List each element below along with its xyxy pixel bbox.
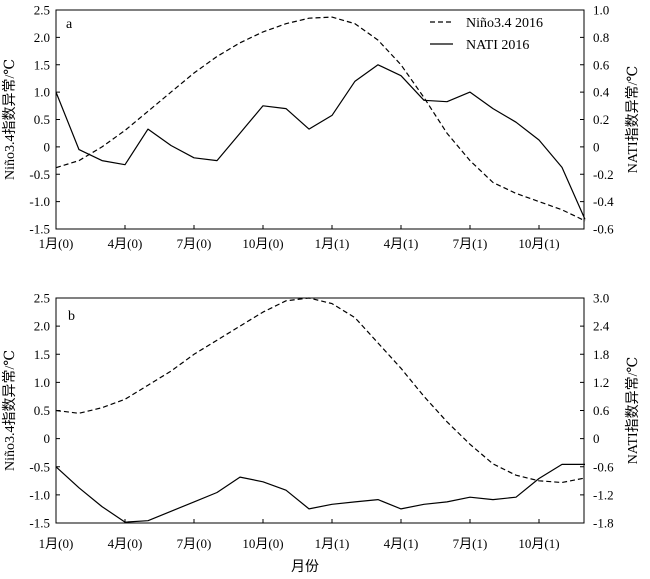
panel-b-left-tick-label: 1.5 xyxy=(34,347,50,362)
panel-a-right-tick-label: 0.2 xyxy=(593,112,609,127)
x-axis-title: 月份 xyxy=(291,559,319,575)
panel-a-x-tick-label: 4月(1) xyxy=(384,236,419,251)
panel-b-right-tick-label: 0.6 xyxy=(593,403,610,418)
panel-b-left-axis-title: Niño3.4指数异常/℃ xyxy=(2,350,18,471)
panel-b-left-tick-label: 0 xyxy=(44,431,51,446)
panel-b-right-tick-label: 3.0 xyxy=(593,291,609,306)
panel-a-right-tick-label: 1.0 xyxy=(593,3,609,18)
panel-a-series-nati-line xyxy=(55,64,586,220)
panel-b-right-tick-label: -1.8 xyxy=(593,516,614,531)
panel-a-right-tick-label: 0 xyxy=(593,139,600,154)
panel-b-series-nino34-line xyxy=(55,297,586,484)
panel-b-x-tick-label: 1月(0) xyxy=(39,536,74,551)
panel-a-x-tick-label: 10月(1) xyxy=(518,236,559,251)
panel-a-x-tick-label: 4月(0) xyxy=(108,236,143,251)
panel-b-x-tick-label: 4月(0) xyxy=(108,536,143,551)
panel-b-x-tick-label: 7月(0) xyxy=(177,536,212,551)
panel-b-left-tick-label: -0.5 xyxy=(29,459,50,474)
panel-a-left-tick-label: 1.5 xyxy=(34,57,50,72)
panel-a-legend: Niño3.4 2016 NATI 2016 xyxy=(430,16,543,53)
panel-b-x-tick-label: 4月(1) xyxy=(384,536,419,551)
panel-a-left-axis-title: Niño3.4指数异常/℃ xyxy=(2,59,18,180)
panel-a-x-tick-label: 1月(0) xyxy=(39,236,74,251)
panel-b: b Niño3.4指数异常/℃ NATI指数异常/℃ 月份 2.5 2.0 1.5 1… xyxy=(2,291,641,576)
panel-a-series-nino34-line xyxy=(55,16,586,222)
panel-b-x-tick-label: 10月(1) xyxy=(518,536,559,551)
panel-b-left-tick-label: 2.0 xyxy=(34,319,50,334)
panel-b-plot-frame xyxy=(55,297,585,524)
panel-b-x-tick-label: 1月(1) xyxy=(315,536,350,551)
panel-b-right-tick-label: -0.6 xyxy=(593,459,614,474)
panel-a-x-tick-label: 10月(0) xyxy=(242,236,283,251)
panel-b-right-axis-title: NATI指数异常/℃ xyxy=(625,357,641,464)
panel-a: a Niño3.4指数异常/℃ NATI指数异常/℃ Niño3.4 2016 … xyxy=(2,3,641,252)
panel-a-right-tick-label: 0.8 xyxy=(593,30,609,45)
panel-a-left-tick-label: 2.0 xyxy=(34,30,50,45)
panel-b-right-tick-label: -1.2 xyxy=(593,487,614,502)
panel-a-left-tick-label: 2.5 xyxy=(34,3,50,18)
panel-a-right-tick-label: -0.2 xyxy=(593,167,614,182)
panel-a-right-tick-label: 0.4 xyxy=(593,85,610,100)
panel-a-left-tick-label: 1.0 xyxy=(34,85,50,100)
panel-b-label: b xyxy=(68,309,75,324)
panel-b-left-tick-label: 2.5 xyxy=(34,291,50,306)
panel-b-series-nati-line xyxy=(55,463,585,523)
panel-b-right-tick-label: 2.4 xyxy=(593,319,610,334)
panel-a-left-tick-label: -1.0 xyxy=(29,194,50,209)
legend-label-nino34: Niño3.4 2016 xyxy=(466,16,543,31)
panel-b-right-tick-label: 1.8 xyxy=(593,347,609,362)
panel-a-right-tick-label: -0.6 xyxy=(593,222,614,237)
panel-a-left-tick-label: 0.5 xyxy=(34,112,50,127)
panel-a-label: a xyxy=(66,17,73,32)
panel-b-right-tick-label: 1.2 xyxy=(593,375,609,390)
panel-b-left-tick-label: -1.0 xyxy=(29,487,50,502)
panel-b-left-tick-label: -1.5 xyxy=(29,516,50,531)
panel-a-right-axis-title: NATI指数异常/℃ xyxy=(625,66,641,173)
panel-b-x-tick-label: 10月(0) xyxy=(242,536,283,551)
legend-label-nati: NATI 2016 xyxy=(466,38,529,53)
panel-b-right-tick-label: 0 xyxy=(593,431,600,446)
panel-b-left-tick-label: 1.0 xyxy=(34,375,50,390)
panel-a-left-tick-label: -0.5 xyxy=(29,167,50,182)
panel-a-x-tick-label: 7月(1) xyxy=(453,236,488,251)
panel-a-left-tick-label: 0 xyxy=(44,139,51,154)
panel-a-right-tick-label: -0.4 xyxy=(593,194,614,209)
panel-a-left-tick-label: -1.5 xyxy=(29,222,50,237)
panel-a-x-tick-label: 1月(1) xyxy=(315,236,350,251)
panel-b-x-tick-label: 7月(1) xyxy=(453,536,488,551)
panel-b-left-tick-label: 0.5 xyxy=(34,403,50,418)
panel-a-right-tick-label: 0.6 xyxy=(593,57,610,72)
panel-a-x-tick-label: 7月(0) xyxy=(177,236,212,251)
